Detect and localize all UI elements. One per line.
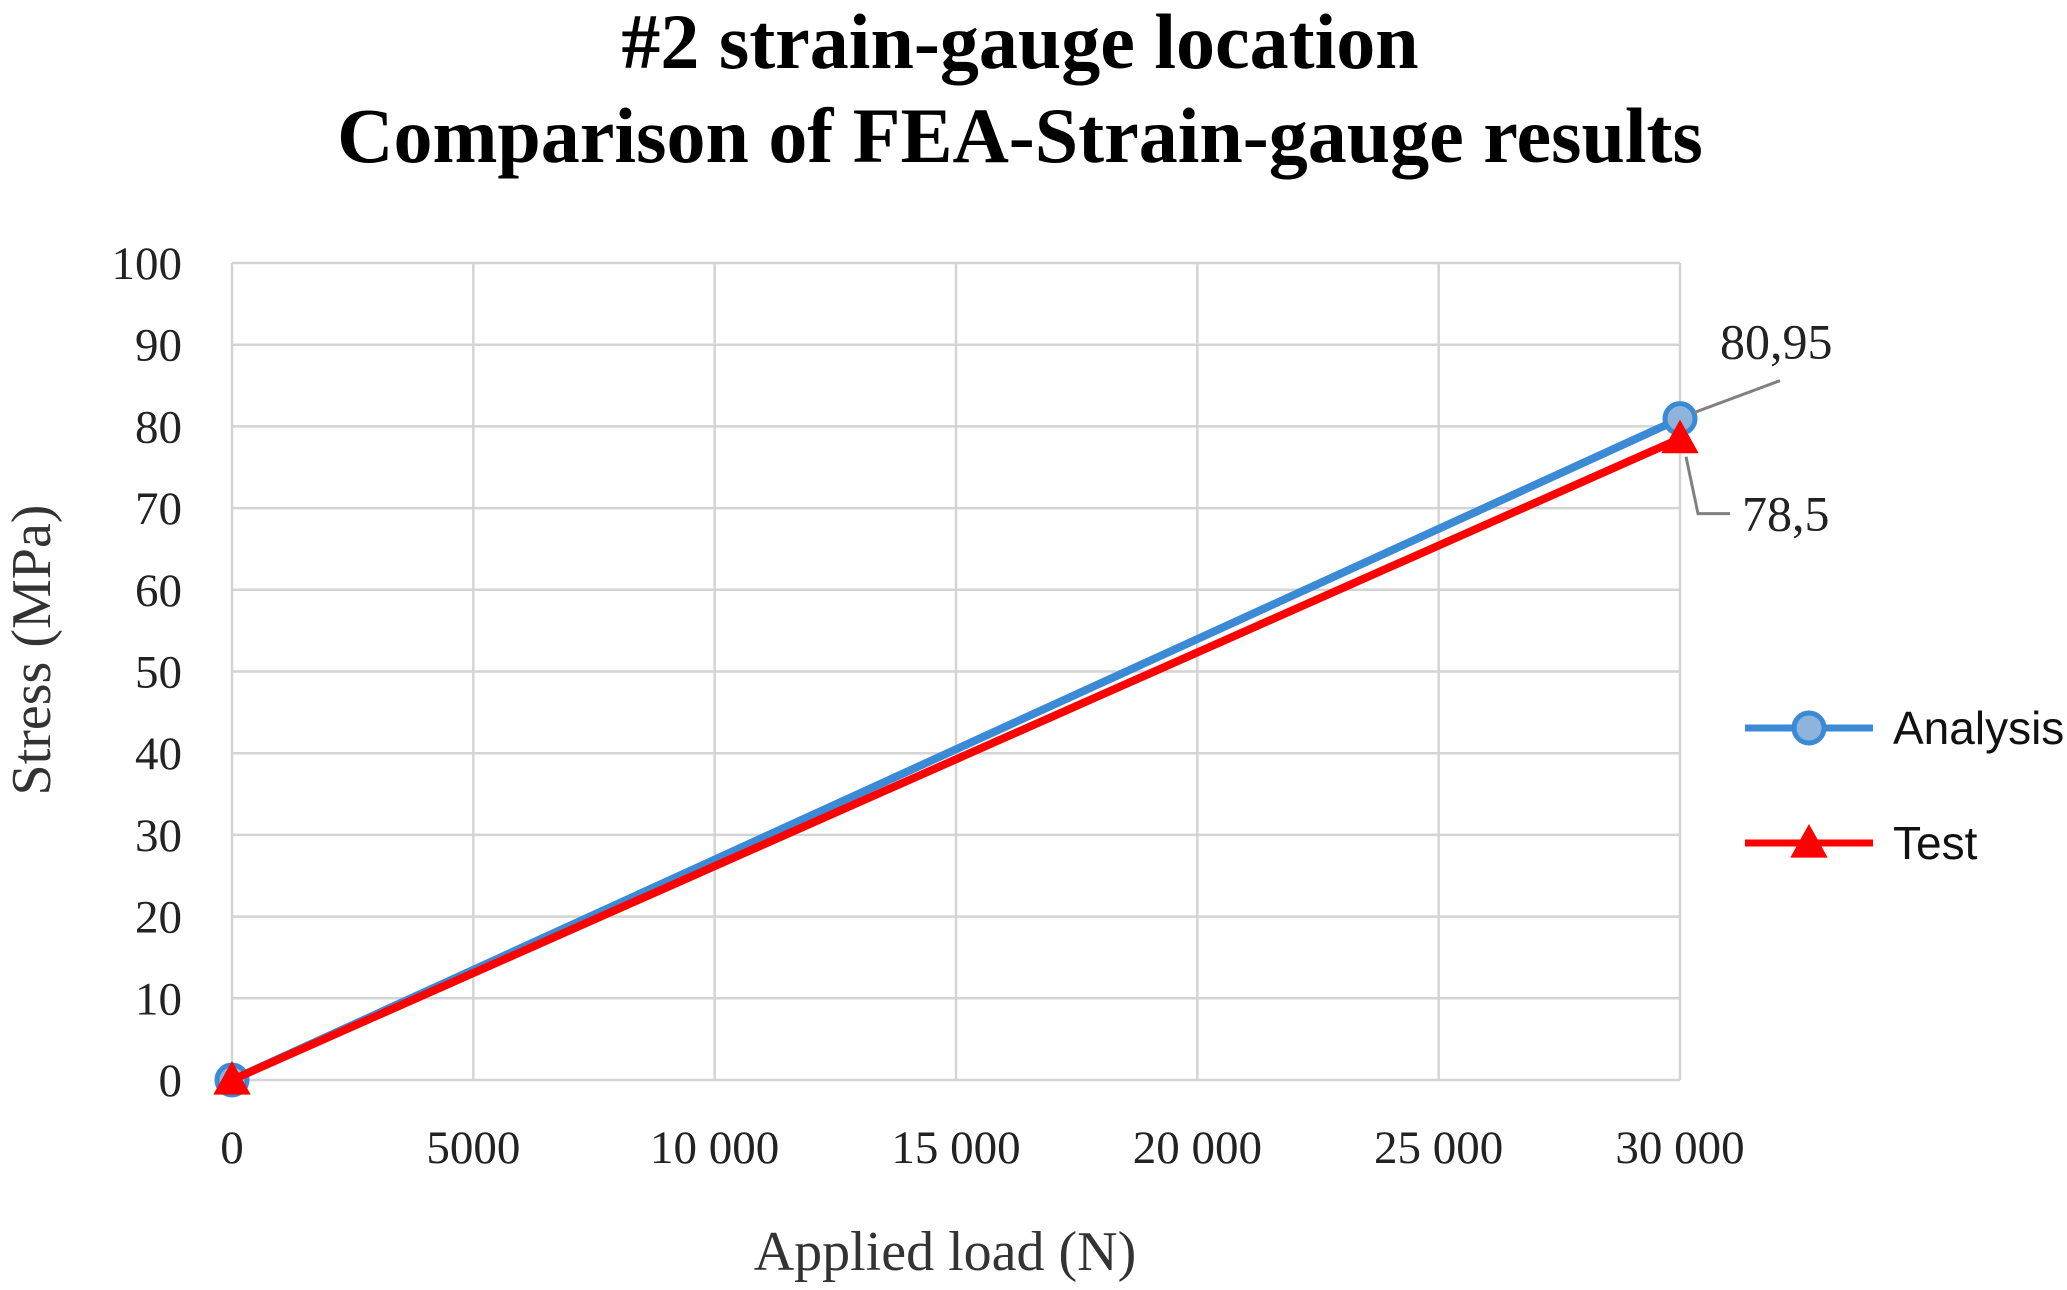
- x-tick-label-15000: 15 000: [891, 1122, 1020, 1174]
- data-label-analysis: 80,95: [1720, 314, 1833, 370]
- series-point-test-0: [213, 1060, 251, 1095]
- data-labels: 80,95 78,5: [1684, 314, 1833, 542]
- y-tick-label-70: 70: [135, 483, 182, 535]
- chart-title-line-1: #2 strain-gauge location: [621, 0, 1418, 85]
- x-axis-label: Applied load (N): [754, 1221, 1137, 1283]
- y-tick-label-10: 10: [135, 973, 182, 1025]
- legend-marker-analysis: [1791, 710, 1827, 746]
- x-tick-label-25000: 25 000: [1374, 1122, 1503, 1174]
- y-tick-label-90: 90: [135, 320, 182, 372]
- x-tick-label-30000: 30 000: [1615, 1122, 1744, 1174]
- y-tick-label-80: 80: [135, 401, 182, 453]
- series-point-test-1: [1661, 419, 1699, 454]
- y-tick-label-30: 30: [135, 810, 182, 862]
- y-tick-label-20: 20: [135, 892, 182, 944]
- chart-title: #2 strain-gauge location Comparison of F…: [337, 0, 1703, 179]
- series: [213, 401, 1699, 1098]
- y-axis-label: Stress (MPa): [1, 505, 63, 796]
- y-tick-label-100: 100: [112, 238, 183, 290]
- x-tick-labels: 0 5000 10 000 15 000 20 000 25 000 30 000: [220, 1122, 1744, 1174]
- leader-line-test: [1684, 456, 1730, 516]
- y-tick-labels: 0 10 20 30 40 50 60 70 80 90 100: [112, 238, 183, 1107]
- y-tick-label-0: 0: [159, 1055, 183, 1107]
- x-tick-label-5000: 5000: [426, 1122, 520, 1174]
- leader-line-analysis: [1693, 379, 1781, 415]
- x-tick-label-0: 0: [220, 1122, 244, 1174]
- legend-marker-test: [1790, 823, 1828, 858]
- series-line-test: [230, 434, 1682, 1084]
- legend-label-test: Test: [1893, 817, 1978, 869]
- chart-title-line-2: Comparison of FEA-Strain-gauge results: [337, 92, 1703, 179]
- y-tick-label-40: 40: [135, 728, 182, 780]
- grid: [230, 261, 1682, 1082]
- x-tick-label-20000: 20 000: [1133, 1122, 1262, 1174]
- x-tick-label-10000: 10 000: [650, 1122, 779, 1174]
- y-tick-label-60: 60: [135, 565, 182, 617]
- legend: Analysis Test: [1745, 702, 2064, 869]
- data-label-test: 78,5: [1742, 486, 1830, 542]
- legend-label-analysis: Analysis: [1893, 702, 2064, 754]
- y-tick-label-50: 50: [135, 647, 182, 699]
